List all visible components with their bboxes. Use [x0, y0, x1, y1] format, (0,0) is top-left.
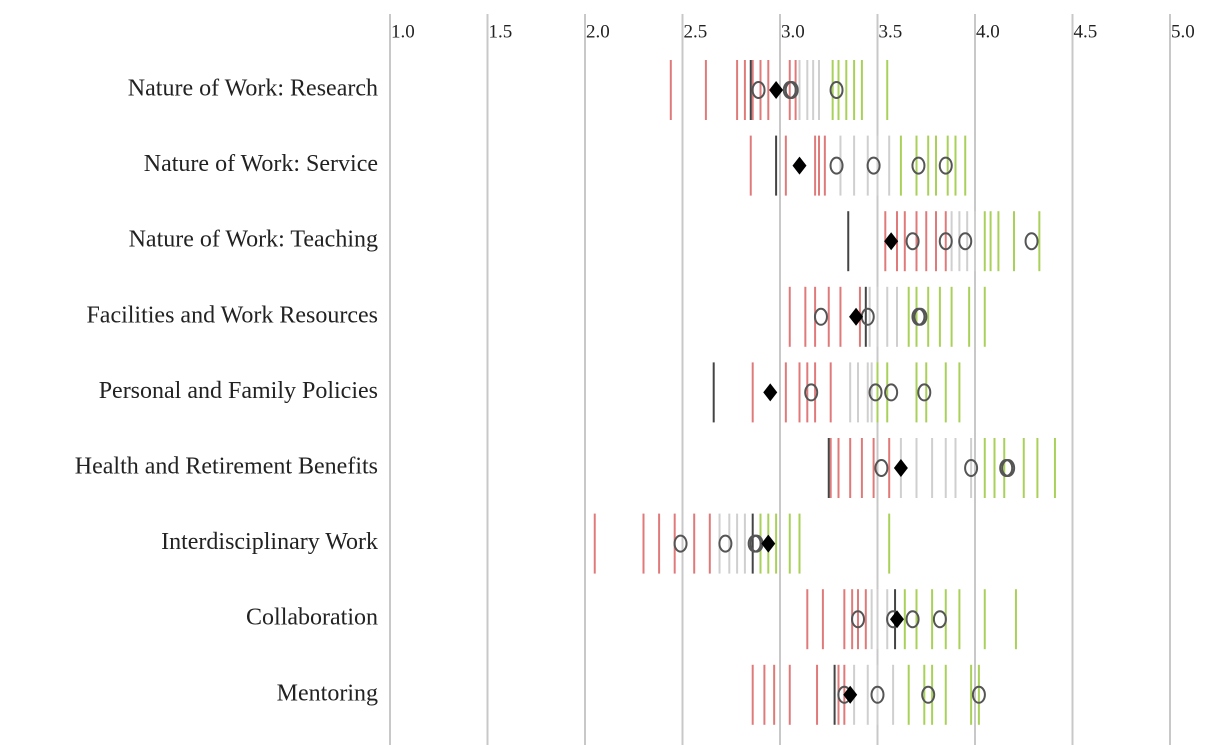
mean-marker: [763, 383, 778, 402]
mean-marker: [849, 307, 864, 326]
marker: [860, 307, 875, 326]
marker: [913, 307, 928, 326]
marker: [921, 685, 936, 704]
x-tick-label: 2.5: [684, 21, 708, 42]
marker: [866, 156, 881, 175]
x-tick-label: 1.5: [489, 21, 513, 42]
x-tick-label: 3.5: [879, 21, 903, 42]
x-tick-label: 1.0: [391, 21, 415, 42]
marker: [938, 156, 953, 175]
category-label: Health and Retirement Benefits: [75, 454, 378, 480]
category-label: Collaboration: [246, 605, 378, 631]
marker: [868, 383, 883, 402]
category-label: Nature of Work: Research: [128, 76, 378, 102]
marker: [718, 534, 733, 553]
marker: [829, 81, 844, 99]
mean-marker: [843, 685, 858, 704]
marker: [813, 307, 828, 326]
marker: [829, 156, 844, 175]
category-label: Nature of Work: Service: [144, 151, 378, 177]
marker: [971, 685, 986, 704]
marker: [870, 685, 885, 704]
marker: [874, 459, 889, 477]
x-tick-label: 2.0: [586, 21, 610, 42]
x-tick-label: 4.5: [1074, 21, 1098, 42]
mean-marker: [890, 610, 904, 629]
category-label: Facilities and Work Resources: [86, 302, 378, 328]
mean-marker: [792, 156, 807, 175]
mean-marker: [761, 534, 776, 553]
marker: [964, 459, 979, 477]
category-label: Personal and Family Policies: [99, 378, 378, 404]
x-tick-label: 5.0: [1171, 21, 1195, 42]
marker: [1001, 459, 1016, 477]
marker: [932, 610, 947, 629]
x-tick-label: 3.0: [781, 21, 805, 42]
marker: [911, 156, 926, 175]
marker: [905, 610, 920, 629]
category-label: Mentoring: [277, 680, 378, 706]
marker: [784, 81, 799, 99]
marker: [884, 383, 899, 402]
marker: [917, 383, 932, 402]
marker: [1024, 232, 1039, 251]
marker: [673, 534, 688, 553]
marker: [804, 383, 819, 402]
marker: [851, 610, 865, 629]
category-label: Nature of Work: Teaching: [129, 227, 378, 253]
category-label: Interdisciplinary Work: [161, 529, 378, 555]
marker: [938, 232, 953, 251]
marker: [958, 232, 973, 251]
mean-marker: [893, 459, 908, 477]
mean-marker: [884, 232, 899, 251]
mean-marker: [769, 81, 784, 99]
x-tick-label: 4.0: [976, 21, 1000, 42]
marker: [751, 81, 766, 99]
marker: [905, 232, 920, 251]
